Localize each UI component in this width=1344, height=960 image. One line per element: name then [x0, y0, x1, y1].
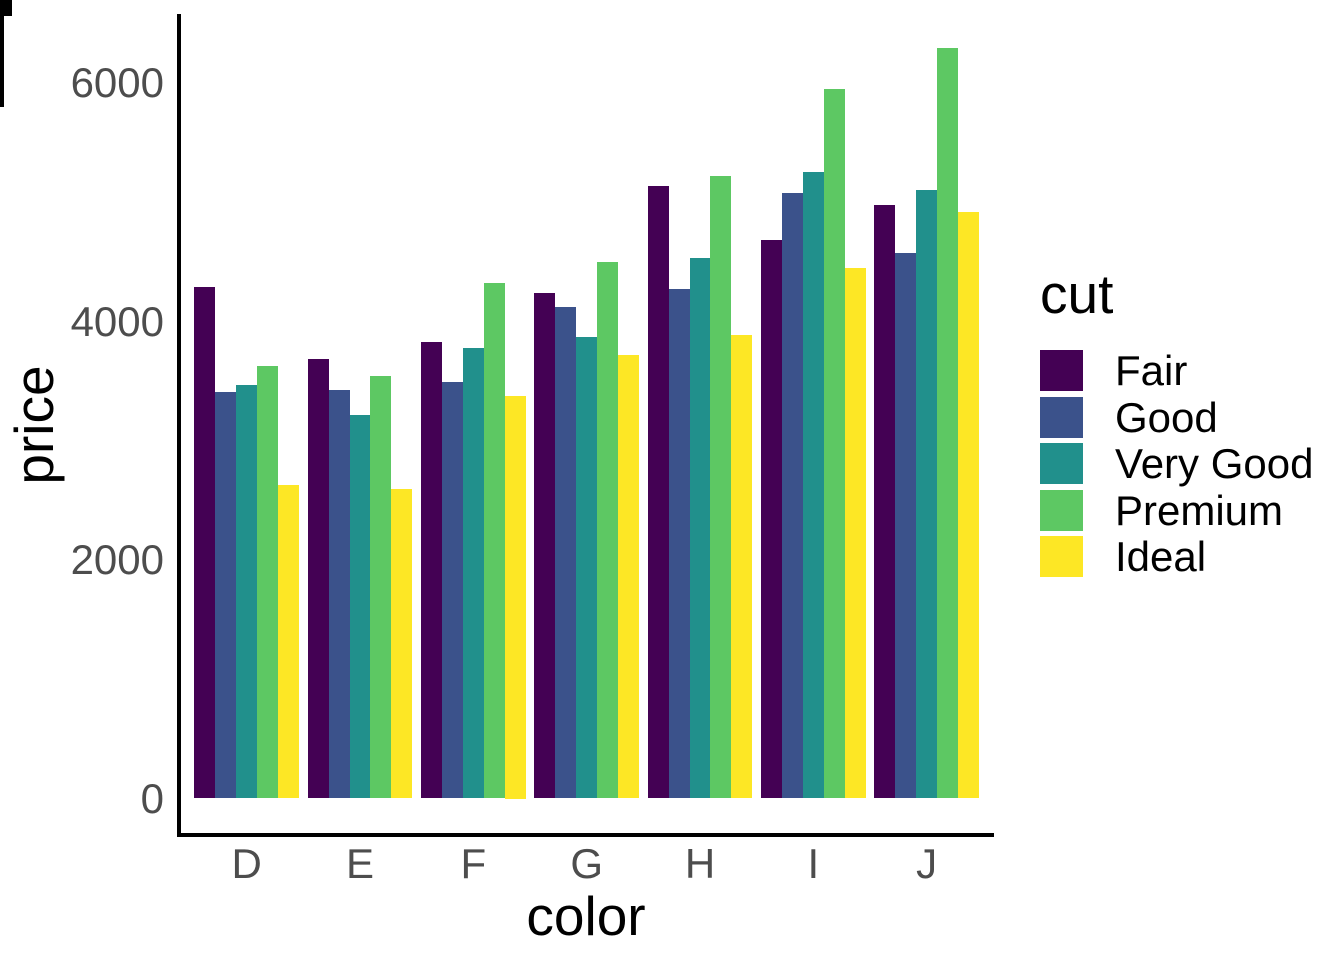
- bar: [916, 189, 938, 799]
- y-tick-label: 2000: [70, 536, 164, 583]
- y-tick: [0, 0, 12, 4]
- bar: [391, 488, 413, 799]
- bar: [618, 354, 639, 799]
- bar: [958, 212, 979, 799]
- x-axis-line: [177, 833, 994, 837]
- bar: [307, 359, 329, 799]
- x-tick: [0, 68, 4, 81]
- y-tick-label: 0: [140, 774, 164, 822]
- x-axis-title: color: [526, 885, 646, 947]
- legend-title: cut: [1040, 263, 1114, 325]
- x-tick: [0, 16, 4, 29]
- x-tick-label: I: [807, 840, 820, 887]
- legend-label: Ideal: [1115, 533, 1207, 581]
- bar: [647, 186, 669, 799]
- bar: [257, 365, 279, 799]
- legend-label: Very Good: [1115, 440, 1314, 488]
- y-tick: [0, 4, 12, 8]
- bar: [802, 171, 824, 799]
- x-tick: [0, 29, 4, 42]
- y-axis-line: [177, 14, 181, 836]
- x-tick: [0, 94, 4, 107]
- bar: [442, 381, 463, 799]
- x-tick-label: G: [570, 840, 604, 887]
- bar: [236, 384, 258, 799]
- x-tick: [0, 55, 4, 68]
- x-tick-label: J: [916, 840, 938, 887]
- bar: [328, 390, 350, 799]
- legend-key: [1040, 350, 1083, 391]
- x-tick-label: F: [460, 840, 487, 887]
- legend-label: Fair: [1115, 347, 1188, 394]
- y-tick-label: 4000: [70, 297, 164, 345]
- bar: [194, 286, 216, 799]
- legend-key: [1040, 443, 1083, 485]
- x-tick: [0, 81, 4, 94]
- legend-key: [1040, 489, 1083, 531]
- x-tick-label: E: [346, 840, 375, 887]
- bar: [483, 282, 505, 799]
- bar: [534, 292, 556, 799]
- legend-key: [1040, 536, 1083, 578]
- bar: [421, 342, 442, 799]
- bar: [782, 192, 803, 799]
- bar: [731, 334, 753, 799]
- bar: [874, 205, 896, 799]
- x-tick-label: D: [231, 840, 262, 887]
- x-tick: [0, 42, 4, 55]
- bar: [462, 347, 484, 799]
- bar: [844, 267, 866, 799]
- y-tick: [0, 8, 12, 12]
- y-tick: [0, 12, 12, 16]
- bar: [895, 253, 917, 799]
- bar: [761, 239, 782, 799]
- x-tick-label: H: [684, 840, 716, 887]
- legend-key: [1040, 396, 1083, 438]
- bar: [576, 336, 598, 799]
- bar: [215, 392, 237, 799]
- bar: [710, 176, 732, 799]
- bar: [937, 47, 959, 799]
- y-tick-label: 6000: [70, 59, 164, 106]
- legend-label: Good: [1115, 393, 1218, 441]
- bar: [349, 415, 371, 799]
- legend-label: Premium: [1115, 486, 1284, 534]
- bar: [597, 261, 619, 799]
- bar: [278, 484, 299, 799]
- bar: [668, 288, 690, 799]
- bar: [504, 396, 526, 799]
- bar: [689, 257, 711, 799]
- bar: [555, 306, 577, 799]
- bar: [370, 376, 392, 799]
- bar: [823, 89, 845, 799]
